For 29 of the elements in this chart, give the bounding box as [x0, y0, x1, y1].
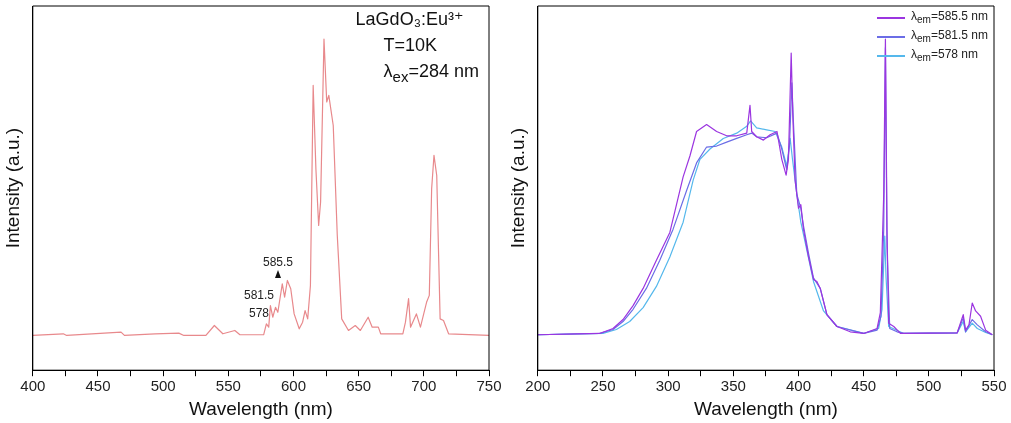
x-axis-title: Wavelength (nm) [188, 397, 333, 419]
x-tick-label: 450 [85, 377, 111, 395]
text: LaGdO₃:Eu³⁺ [355, 8, 465, 31]
x-tick-label: 500 [150, 377, 176, 395]
annotation: T=10K [382, 34, 439, 57]
x-tick-label: 450 [851, 377, 877, 395]
x-tick-label: 650 [346, 377, 372, 395]
x-tick-label: 300 [655, 377, 681, 395]
x-tick-label: 600 [280, 377, 306, 395]
x-tick-label: 700 [411, 377, 437, 395]
annotation: λ$_{ex}$=284 nm [382, 60, 479, 87]
annotation: 581.5 [242, 288, 274, 302]
annotation: 585.5 [262, 255, 294, 269]
x-tick-label: 200 [525, 377, 551, 395]
x-tick-label: 350 [720, 377, 746, 395]
x-tick-label: 750 [476, 377, 502, 395]
x-tick-label: 400 [785, 377, 811, 395]
x-axis-title: Wavelength (nm) [693, 397, 838, 419]
legend-label: λ$_{em}$=585.5 nm [911, 9, 988, 26]
legend-label: λ$_{em}$=581.5 nm [911, 28, 988, 45]
x-tick-label: 400 [20, 377, 46, 395]
x-tick-label: 550 [215, 377, 241, 395]
y-axis-title: Intensity (a.u.) [506, 127, 528, 249]
x-tick-label: 500 [916, 377, 942, 395]
x-tick-label: 250 [590, 377, 616, 395]
legend-label: λ$_{em}$=578 nm [911, 47, 978, 64]
annotation: 578 [247, 306, 269, 320]
x-tick-label: 550 [981, 377, 1007, 395]
y-axis-title: Intensity (a.u.) [1, 127, 23, 249]
